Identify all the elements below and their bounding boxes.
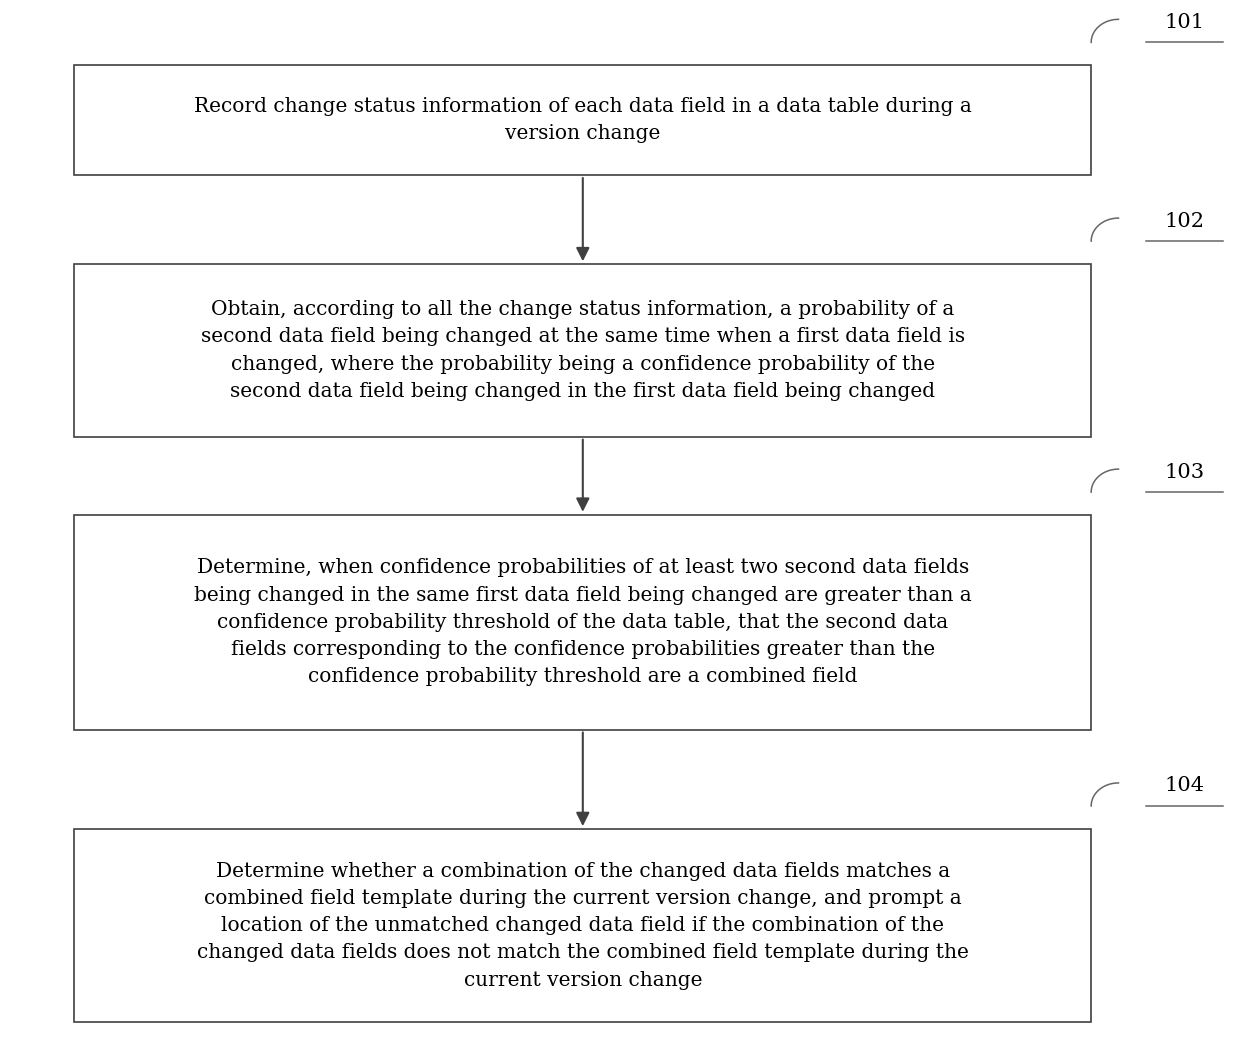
Text: Determine, when confidence probabilities of at least two second data fields
bein: Determine, when confidence probabilities…: [193, 559, 972, 686]
Text: 103: 103: [1164, 462, 1204, 481]
Bar: [74, 65, 1091, 175]
Text: Obtain, according to all the change status information, a probability of a
secon: Obtain, according to all the change stat…: [201, 300, 965, 401]
Bar: [74, 264, 1091, 437]
Bar: [74, 515, 1091, 730]
Text: Determine whether a combination of the changed data fields matches a
combined fi: Determine whether a combination of the c…: [197, 862, 968, 990]
Text: Record change status information of each data field in a data table during a
ver: Record change status information of each…: [193, 97, 972, 143]
Text: 101: 101: [1164, 13, 1204, 32]
Bar: [74, 828, 1091, 1023]
Text: 102: 102: [1164, 211, 1204, 230]
Text: 104: 104: [1164, 776, 1204, 795]
